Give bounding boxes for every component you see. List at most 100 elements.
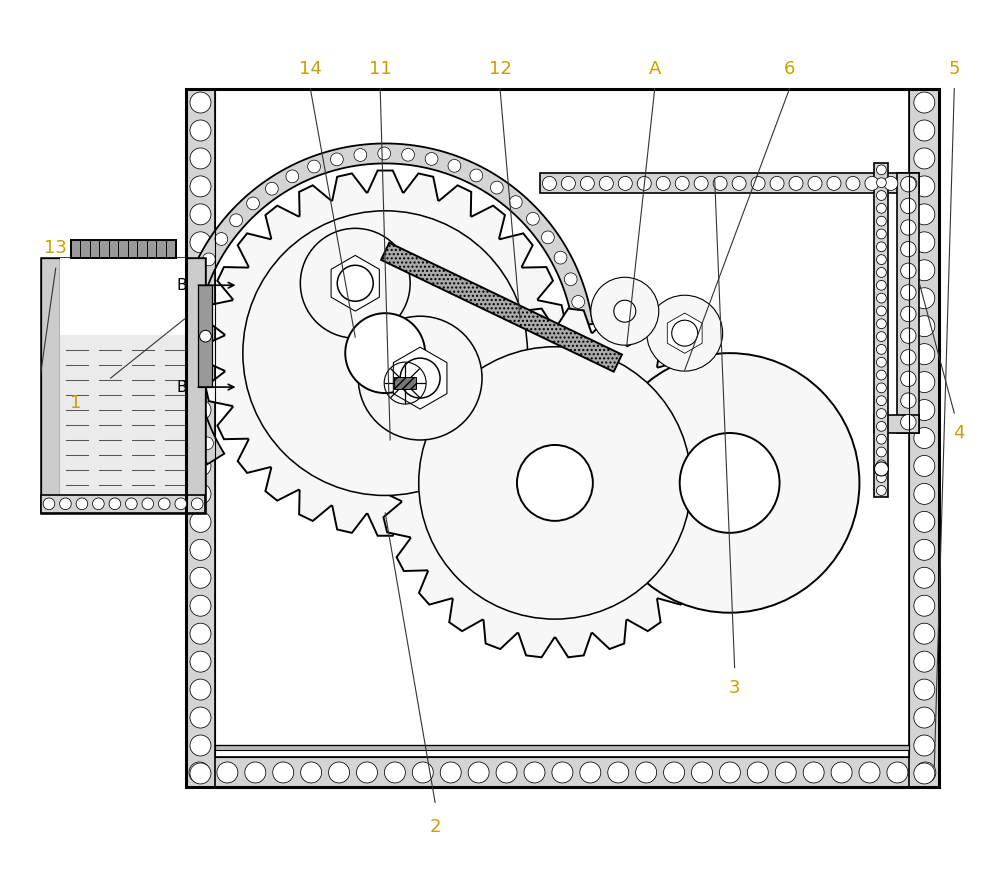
Circle shape (572, 296, 585, 308)
Circle shape (831, 762, 852, 783)
Circle shape (190, 344, 211, 365)
Bar (60, 258, 186, 334)
Circle shape (230, 214, 243, 227)
Circle shape (877, 267, 886, 278)
Polygon shape (381, 243, 622, 372)
Circle shape (412, 762, 433, 783)
Circle shape (109, 498, 121, 510)
Circle shape (877, 370, 886, 380)
Circle shape (914, 763, 935, 784)
Circle shape (356, 762, 377, 783)
Circle shape (827, 176, 841, 190)
Circle shape (330, 153, 343, 166)
Circle shape (877, 293, 886, 303)
Circle shape (914, 232, 935, 253)
Circle shape (201, 437, 213, 450)
Circle shape (914, 735, 935, 756)
Circle shape (60, 498, 71, 510)
Circle shape (901, 349, 916, 365)
Circle shape (300, 229, 410, 338)
Bar (394, 376, 416, 389)
Circle shape (877, 280, 886, 290)
Circle shape (345, 313, 425, 393)
Circle shape (877, 306, 886, 316)
Circle shape (191, 415, 204, 428)
Circle shape (675, 176, 689, 190)
Circle shape (636, 762, 657, 783)
Circle shape (914, 176, 935, 197)
Circle shape (915, 762, 936, 783)
Circle shape (884, 176, 898, 190)
Circle shape (180, 368, 193, 382)
Circle shape (329, 762, 350, 783)
Bar (71, 240, 176, 258)
Text: 5: 5 (949, 59, 960, 78)
Circle shape (509, 196, 522, 209)
Circle shape (554, 251, 567, 264)
Circle shape (190, 567, 211, 588)
Circle shape (552, 762, 573, 783)
Circle shape (190, 540, 211, 560)
Bar (41, 495, 205, 512)
Circle shape (43, 498, 55, 510)
Circle shape (694, 176, 708, 190)
Polygon shape (380, 308, 730, 657)
Circle shape (142, 498, 154, 510)
Text: 6: 6 (784, 59, 795, 78)
Circle shape (901, 242, 916, 257)
Circle shape (193, 275, 205, 287)
Circle shape (126, 498, 137, 510)
Circle shape (914, 512, 935, 533)
Circle shape (190, 428, 211, 449)
Circle shape (158, 498, 170, 510)
Circle shape (470, 169, 483, 182)
Circle shape (190, 148, 211, 169)
Circle shape (286, 170, 299, 182)
Circle shape (732, 176, 746, 190)
Circle shape (775, 762, 796, 783)
Circle shape (877, 255, 886, 265)
Circle shape (680, 433, 780, 533)
Circle shape (190, 679, 211, 700)
Circle shape (914, 623, 935, 644)
Polygon shape (203, 170, 568, 536)
Circle shape (647, 295, 723, 371)
Circle shape (914, 400, 935, 421)
Circle shape (243, 210, 528, 496)
Circle shape (580, 762, 601, 783)
Bar (198, 285, 212, 387)
Circle shape (846, 176, 860, 190)
Bar (41, 258, 205, 512)
Circle shape (561, 176, 575, 190)
Circle shape (217, 762, 238, 783)
Circle shape (448, 160, 461, 172)
Circle shape (637, 176, 651, 190)
Circle shape (440, 762, 461, 783)
Bar (60, 334, 186, 495)
Circle shape (803, 762, 824, 783)
Circle shape (273, 762, 294, 783)
Circle shape (580, 176, 594, 190)
Circle shape (887, 762, 908, 783)
Circle shape (542, 231, 554, 244)
Circle shape (914, 148, 935, 169)
Circle shape (914, 344, 935, 365)
Circle shape (901, 198, 916, 214)
Circle shape (496, 762, 517, 783)
Circle shape (614, 300, 636, 322)
Circle shape (877, 190, 886, 201)
Circle shape (901, 220, 916, 235)
Circle shape (874, 462, 888, 476)
Circle shape (190, 120, 211, 141)
Bar (41, 258, 60, 512)
Circle shape (914, 567, 935, 588)
Circle shape (190, 623, 211, 644)
Circle shape (190, 400, 211, 421)
Circle shape (901, 415, 916, 430)
Circle shape (914, 651, 935, 672)
Circle shape (747, 762, 768, 783)
Circle shape (914, 428, 935, 449)
Circle shape (877, 332, 886, 341)
Circle shape (672, 320, 698, 346)
Circle shape (190, 484, 211, 505)
